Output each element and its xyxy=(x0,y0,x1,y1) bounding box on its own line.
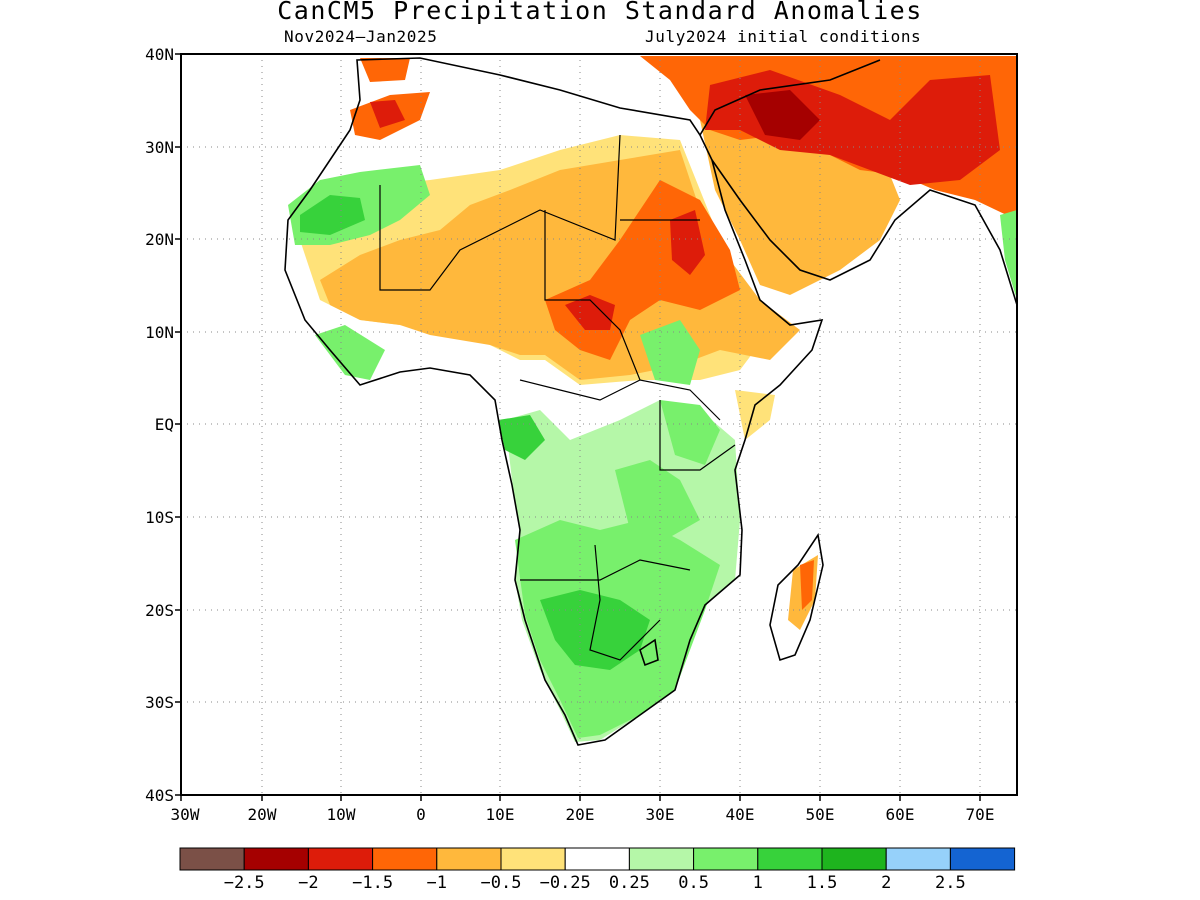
colorbar-label: −2 xyxy=(298,873,319,893)
lat-label: 10N xyxy=(145,323,174,342)
lon-label: 10W xyxy=(326,805,356,824)
colorbar-swatch xyxy=(307,847,374,871)
axis-ticks xyxy=(175,53,981,801)
colorbar-swatch xyxy=(885,847,951,871)
map-title: CanCM5 Precipitation Standard Anomalies xyxy=(277,0,923,25)
colorbar-label: 2 xyxy=(881,873,892,893)
lat-label: 40N xyxy=(145,45,174,64)
forecast-period: Nov2024–Jan2025 xyxy=(284,27,438,46)
lon-label: 60E xyxy=(885,805,915,824)
colorbar xyxy=(179,847,1016,871)
lat-label: 10S xyxy=(145,508,174,527)
lon-label: 10E xyxy=(485,805,515,824)
lon-label: 50E xyxy=(805,805,835,824)
colorbar-label: −2.5 xyxy=(223,873,265,893)
colorbar-swatch xyxy=(243,847,309,871)
lat-label: 30S xyxy=(145,693,174,712)
lon-label: 70E xyxy=(965,805,995,824)
lat-label: 40S xyxy=(145,786,174,805)
colorbar-label: −0.25 xyxy=(539,873,591,893)
lon-label: 20E xyxy=(565,805,595,824)
lat-label: EQ xyxy=(154,415,174,434)
colorbar-swatch xyxy=(757,847,823,871)
lon-label: 30W xyxy=(170,805,200,824)
colorbar-swatch xyxy=(821,847,887,871)
colorbar-swatch xyxy=(564,847,630,871)
colorbar-label: 1 xyxy=(752,873,763,893)
colorbar-swatch xyxy=(436,847,502,871)
colorbar-swatch xyxy=(179,847,245,871)
colorbar-label: 2.5 xyxy=(935,873,966,893)
lat-label: 30N xyxy=(145,138,174,157)
colorbar-label: −1 xyxy=(426,873,448,893)
colorbar-label: 0.25 xyxy=(608,873,650,893)
lon-label: 30E xyxy=(645,805,675,824)
coastlines xyxy=(284,57,1017,746)
colorbar-swatch xyxy=(372,847,438,871)
anomaly-field xyxy=(285,56,1017,745)
colorbar-swatch xyxy=(693,847,759,871)
lon-label: 40E xyxy=(725,805,755,824)
colorbar-swatch xyxy=(628,847,695,871)
colorbar-label: 0.5 xyxy=(678,873,709,893)
colorbar-label: −1.5 xyxy=(352,873,394,893)
initial-conditions: July2024 initial conditions xyxy=(645,27,922,46)
lat-label: 20S xyxy=(145,601,174,620)
lon-label: 20W xyxy=(247,805,277,824)
lon-label: 0 xyxy=(416,805,426,824)
colorbar-swatch xyxy=(500,847,566,871)
colorbar-swatch xyxy=(949,847,1016,871)
colorbar-label: 1.5 xyxy=(806,873,838,893)
colorbar-label: −0.5 xyxy=(480,873,522,893)
graticule xyxy=(181,54,1017,795)
lat-label: 20N xyxy=(145,230,174,249)
